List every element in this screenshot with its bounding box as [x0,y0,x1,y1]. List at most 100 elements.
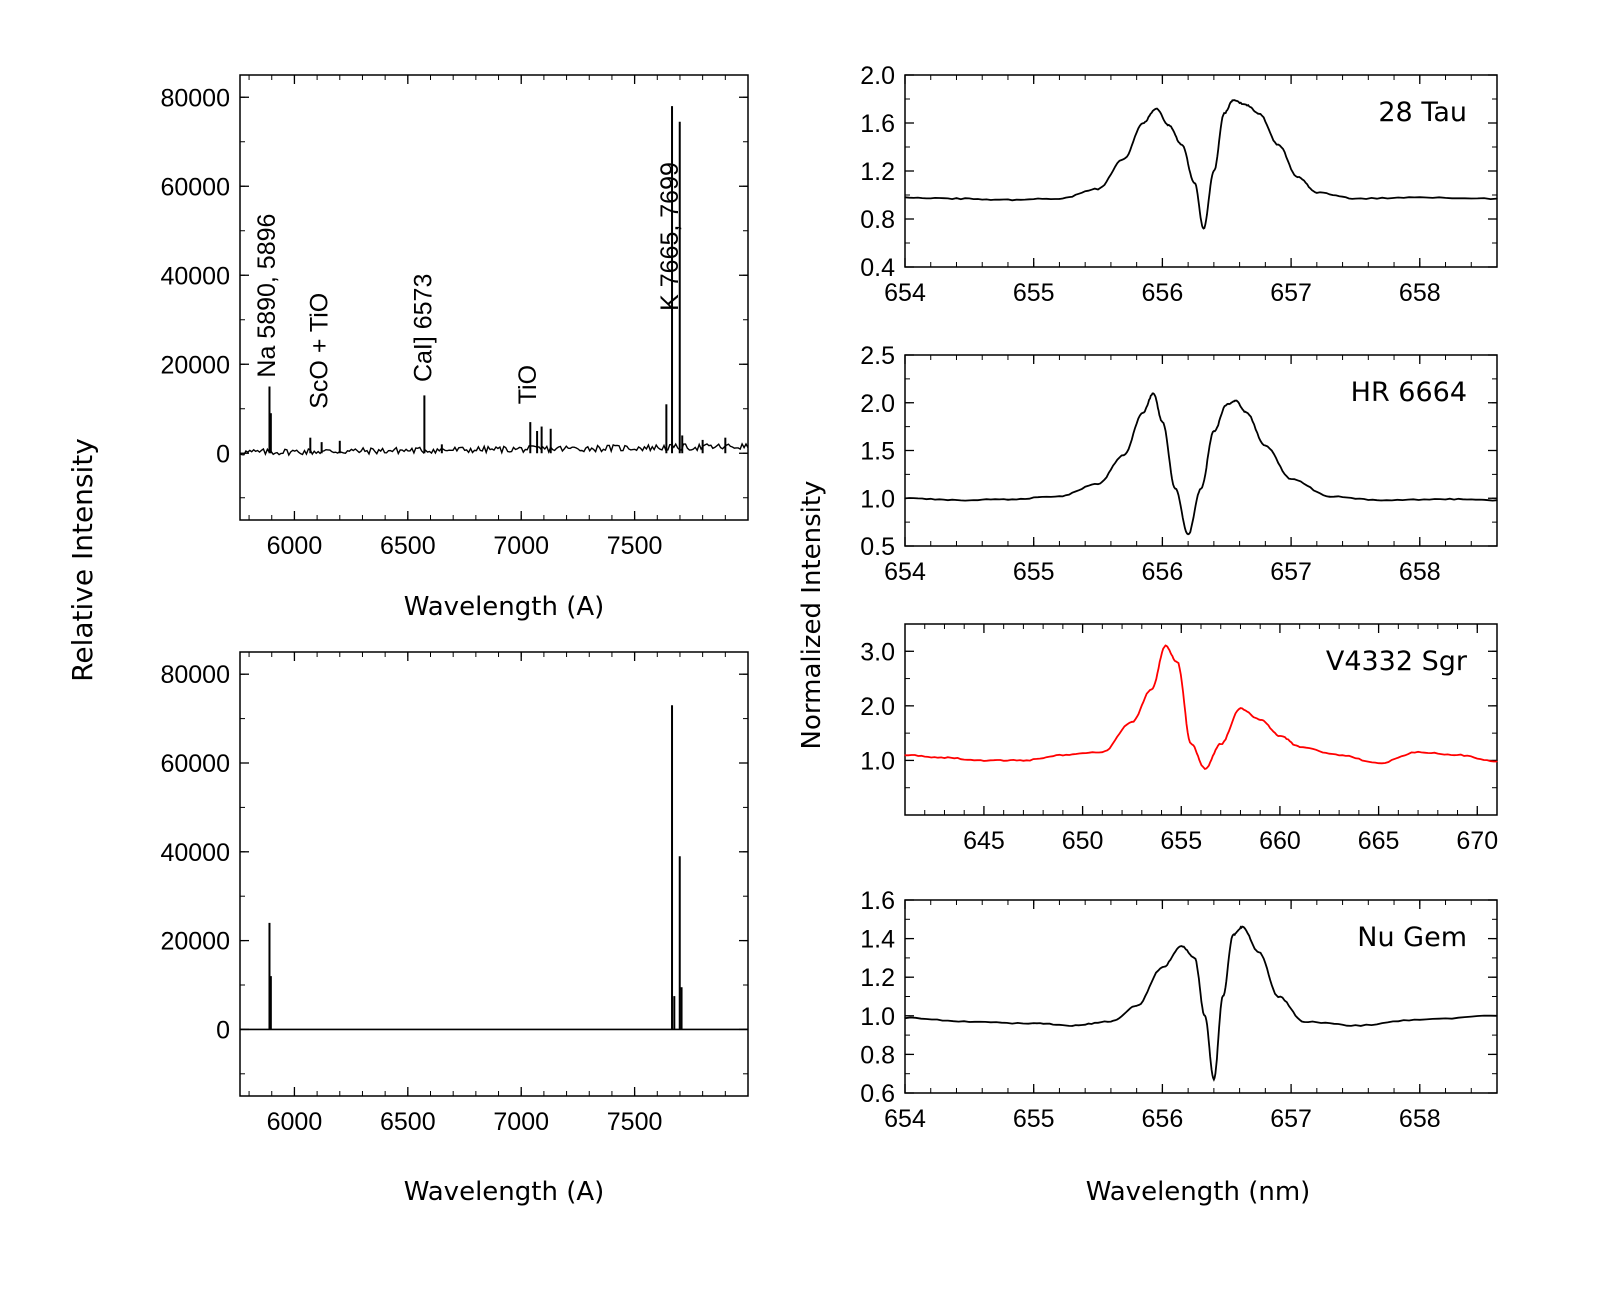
x-tick-label: 657 [1270,279,1312,307]
data-point [1223,112,1225,114]
x-tick-label: 657 [1270,558,1312,586]
x-tick-label: 656 [1142,279,1184,307]
data-point [1419,1019,1421,1021]
y-tick-label: 2.0 [860,693,895,721]
data-point [1204,1015,1206,1017]
data-point [1058,198,1061,200]
data-point [1058,495,1061,497]
panel-hr-6664: 654 655 656 657 658 0.5 1.0 1.5 2.0 2.5 HR 6664 [860,342,1498,586]
data-point [904,754,906,756]
data-point [1123,454,1125,456]
x-tick-label: 658 [1399,1105,1441,1133]
x-tick-label: 660 [1259,827,1301,855]
plot-frame [239,74,749,521]
data-point [1136,1005,1138,1007]
panel-title: 28 Tau [1378,97,1467,128]
data-point [1142,411,1144,413]
plot-frame [239,651,749,1097]
data-point [1277,995,1279,998]
y-tick-label: 2.0 [860,62,895,90]
x-axis-label: Wavelength (A) [404,1177,605,1207]
spectrum-baseline [239,442,749,457]
x-tick-label: 7000 [493,1108,549,1136]
line-annotation: TiO [514,365,542,404]
y-tick-label: 1.6 [860,887,895,915]
data-point [1226,404,1228,406]
panel-nu-gem: 654 655 656 657 658 0.6 0.8 1.0 1.2 1.4 1.6 Nu Gem [860,887,1498,1133]
data-point [1022,759,1024,762]
data-point [1101,751,1103,753]
data-point [1200,488,1202,490]
data-point [1161,966,1163,969]
data-point [1071,1024,1073,1027]
y-tick-label: 0 [216,440,230,468]
y-tick-label: 80000 [160,661,230,689]
line-annotation: Na 5890, 5896 [253,214,281,378]
y-tick-label: 1.2 [860,158,895,186]
data-point [1299,746,1301,748]
line-annotation: CaI] 6573 [410,274,438,382]
data-point [1097,483,1099,485]
data-point [1181,144,1183,146]
y-tick-label: 3.0 [860,638,895,666]
data-point [1213,1078,1215,1081]
x-tick-label: 6500 [380,532,436,560]
data-point [1235,400,1237,402]
data-point [1190,743,1192,745]
y-tick-label: 40000 [160,839,230,867]
x-axis-label: Wavelength (A) [404,592,605,622]
data-point [1232,99,1234,101]
x-tick-label: 654 [884,279,926,307]
x-tick-label: 670 [1456,827,1498,855]
x-tick-label: 7500 [607,532,663,560]
data-point [955,499,958,501]
data-point [1264,445,1266,447]
data-point [1181,945,1183,947]
data-point [1354,198,1357,200]
data-point [955,198,958,200]
y-tick-label: 1.6 [860,110,895,138]
data-point [904,196,906,198]
x-tick-label: 655 [1013,1105,1055,1133]
x-tick-label: 6000 [267,532,323,560]
data-point [1187,533,1189,536]
series-line [905,644,1497,771]
y-tick-label: 0.4 [860,254,895,282]
data-point [1258,951,1260,953]
data-point [1123,158,1125,160]
data-point [983,759,985,762]
data-point [1259,718,1261,721]
data-point [1161,421,1163,423]
data-point [1155,108,1157,110]
y-tick-label: 1.5 [860,438,895,466]
y-tick-label: 1.0 [860,1003,895,1031]
right-y-axis-label: Normalized Intensity [797,481,827,750]
data-point [1204,768,1206,770]
data-point [1329,495,1331,497]
data-point [1142,122,1144,124]
y-tick-label: 1.4 [860,926,895,954]
data-point [1202,228,1205,230]
y-tick-label: 2.0 [860,390,895,418]
data-point [1380,499,1382,501]
y-tick-label: 80000 [160,84,230,112]
data-point [1151,688,1153,691]
x-tick-label: 665 [1358,827,1400,855]
data-point [1193,182,1196,184]
y-tick-label: 1.0 [860,747,895,775]
x-tick-label: 654 [884,1105,926,1133]
x-tick-label: 7000 [493,532,549,560]
panel-top-left: 6000 6500 7000 7500 0 20000 40000 60000 80000 Wav… [160,74,749,622]
data-point [1496,1015,1498,1017]
data-point [1338,754,1340,756]
data-point [1290,478,1292,480]
y-tick-label: 0.8 [860,206,895,234]
y-tick-label: 0.5 [860,533,895,561]
data-point [904,1017,906,1019]
data-point [1496,760,1498,763]
y-tick-label: 2.5 [860,342,895,370]
panel-title: Nu Gem [1357,922,1467,953]
data-point [1033,1022,1035,1025]
data-point [1316,192,1318,194]
x-tick-label: 657 [1270,1105,1312,1133]
